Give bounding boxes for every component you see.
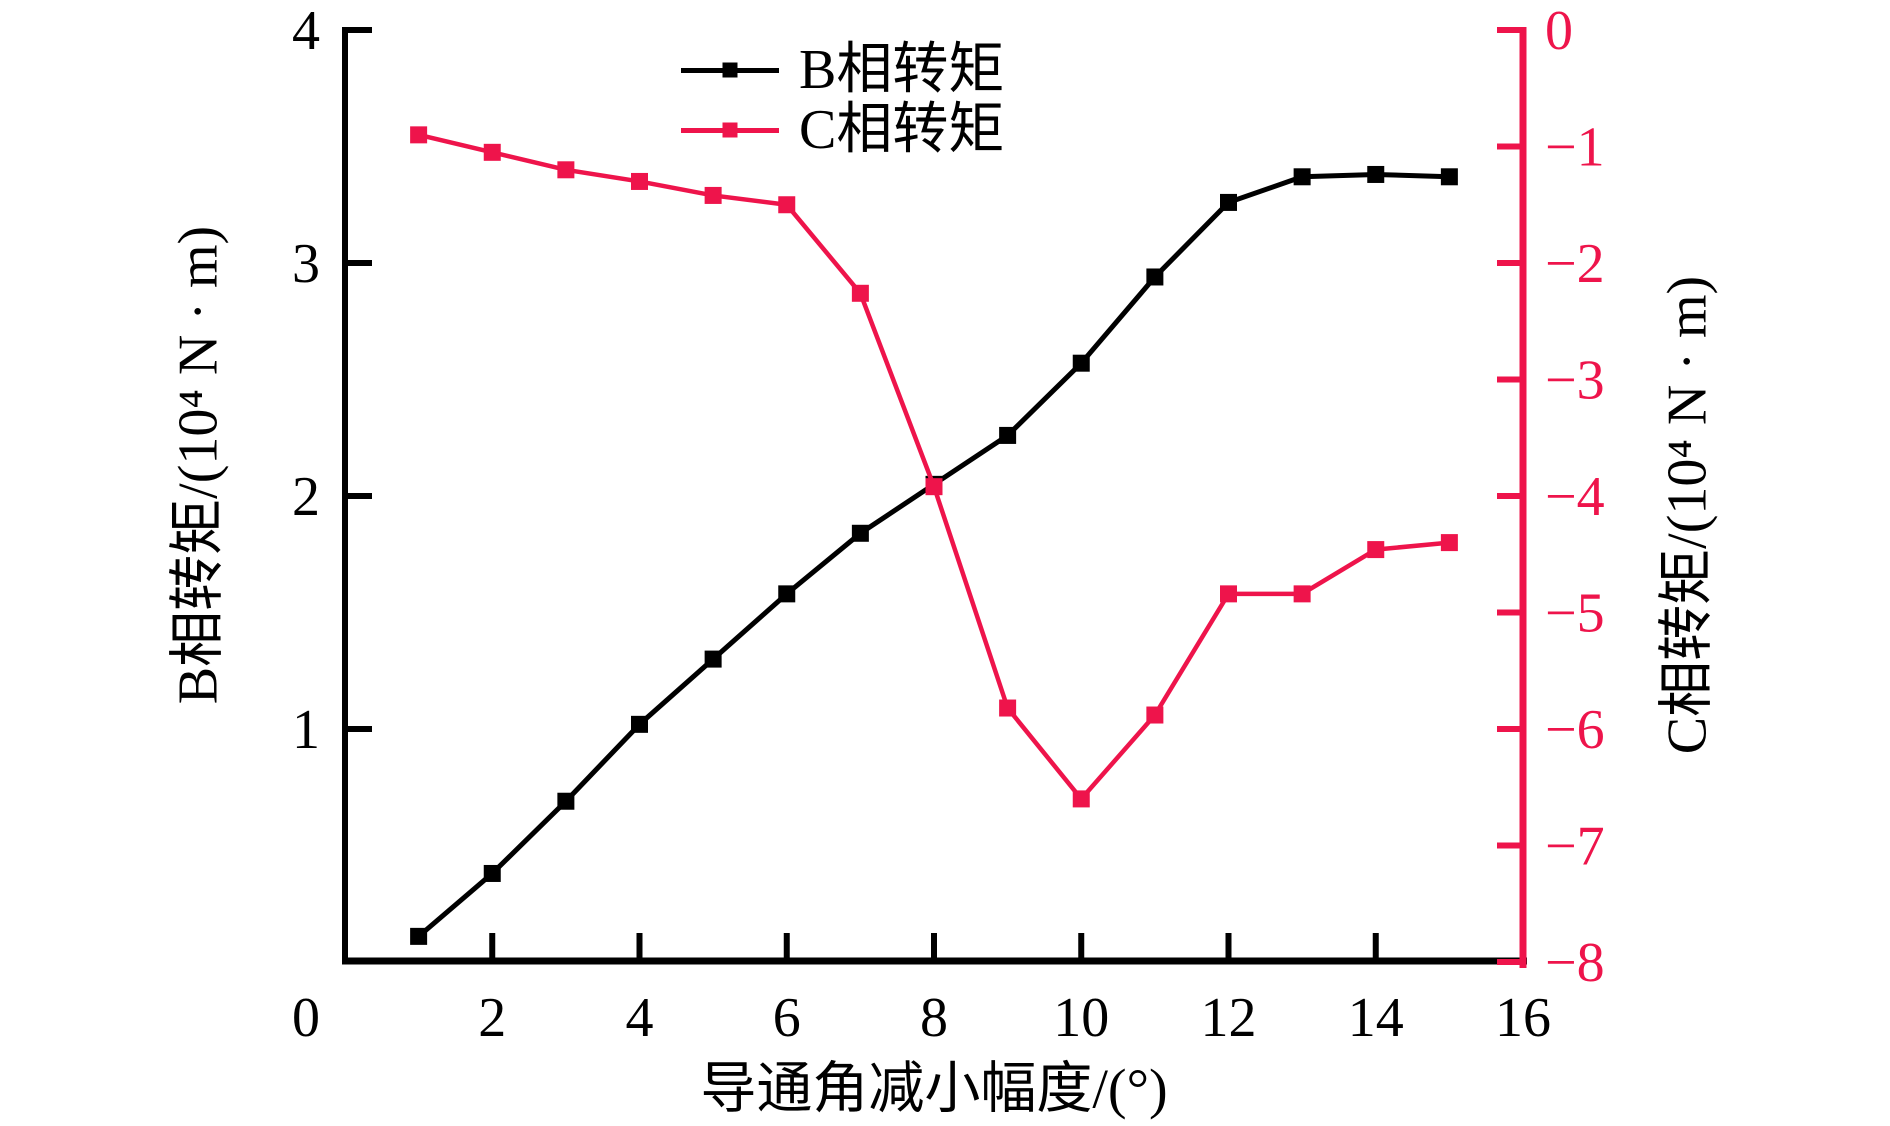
- x-axis-title: 导通角减小幅度/(°): [700, 1058, 1168, 1121]
- b-series-marker: [631, 715, 648, 733]
- x-tick-label: 10: [1053, 987, 1109, 1049]
- x-tick-label: 12: [1201, 987, 1257, 1049]
- b-series-legend-line-icon: [681, 62, 779, 78]
- x-tick-label: 0: [292, 987, 320, 1049]
- x-tick-label: 14: [1348, 987, 1404, 1049]
- c-series-marker: [1072, 790, 1090, 808]
- left-y-tick-label: 4: [292, 0, 320, 62]
- right-y-tick-label: 0: [1545, 0, 1573, 62]
- left-y-tick-label: 1: [292, 699, 320, 761]
- c-series-line: [418, 132, 1450, 803]
- b-series-marker: [1072, 354, 1090, 372]
- b-series-marker: [1293, 168, 1311, 186]
- right-y-tick-label: −5: [1545, 583, 1605, 645]
- c-series-marker: [925, 478, 943, 496]
- b-series-marker: [483, 864, 501, 882]
- b-series-marker: [778, 585, 796, 603]
- x-tick-label: 4: [626, 987, 654, 1049]
- right-y-tick-label: −7: [1545, 816, 1605, 878]
- right-y-tick-label: −6: [1545, 699, 1605, 761]
- b-series-marker: [410, 927, 428, 945]
- x-tick-label: 6: [773, 987, 801, 1049]
- c-series-marker: [851, 284, 869, 302]
- c-series-legend-line-icon: [681, 122, 779, 138]
- b-series-legend-marker-icon: [722, 62, 738, 78]
- right-y-axis-title: C相转矩/(10⁴ N · m): [1656, 275, 1719, 755]
- x-tick-label: 8: [920, 987, 948, 1049]
- c-series-marker: [1440, 534, 1458, 552]
- c-series-marker: [631, 172, 648, 190]
- c-series-marker: [704, 186, 722, 204]
- right-y-tick-label: −8: [1545, 932, 1605, 994]
- b-series-marker: [1367, 165, 1385, 183]
- right-y-tick-label: −2: [1545, 233, 1605, 295]
- left-y-axis-title: B相转矩/(10⁴ N · m): [167, 225, 230, 705]
- right-y-tick-label: −1: [1545, 117, 1605, 179]
- b-series-marker: [851, 524, 869, 542]
- b-series-marker: [557, 792, 575, 810]
- legend-entry-b-phase: B相转矩: [681, 40, 1004, 100]
- right-y-tick-label: −4: [1545, 466, 1605, 528]
- b-series-marker: [704, 650, 722, 668]
- c-series-legend-marker-icon: [722, 122, 738, 138]
- x-tick-label: 2: [478, 987, 506, 1049]
- c-series-marker: [1220, 585, 1237, 603]
- right-y-tick-label: −3: [1545, 350, 1605, 412]
- b-series-line: [417, 171, 1450, 939]
- legend: B相转矩 C相转矩: [681, 40, 1004, 160]
- c-series-marker: [778, 196, 796, 214]
- c-series-marker: [410, 126, 428, 144]
- legend-label-b-phase: B相转矩: [799, 39, 1005, 101]
- b-series-marker: [1146, 268, 1164, 286]
- legend-entry-c-phase: C相转矩: [681, 100, 1004, 160]
- b-series-marker: [1440, 168, 1458, 186]
- c-series-marker: [999, 699, 1017, 717]
- legend-label-c-phase: C相转矩: [799, 99, 1005, 161]
- c-series-marker: [1146, 706, 1164, 724]
- c-series-marker: [483, 143, 501, 161]
- c-series-marker: [1367, 541, 1385, 559]
- b-series-marker: [999, 426, 1017, 444]
- left-y-tick-label: 3: [292, 233, 320, 295]
- c-series-marker: [1293, 585, 1311, 603]
- x-tick-label: 16: [1495, 987, 1551, 1049]
- b-series-marker: [1220, 193, 1237, 211]
- left-y-tick-label: 2: [292, 466, 320, 528]
- c-series-marker: [557, 161, 575, 179]
